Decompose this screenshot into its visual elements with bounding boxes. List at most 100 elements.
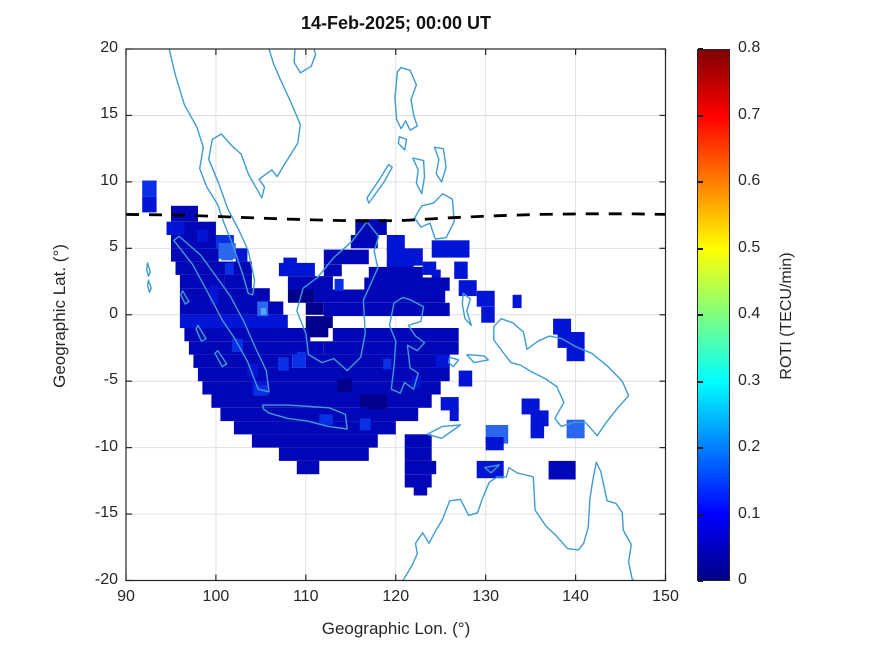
roti-cell [221, 245, 233, 261]
colorbar-tick-label: 0.7 [738, 105, 761, 123]
x-axis-label: Geographic Lon. (°) [321, 619, 471, 638]
roti-cell [305, 302, 324, 315]
coastline-borneo [296, 221, 380, 372]
y-tick-label: -15 [94, 504, 118, 522]
roti-cell [431, 240, 470, 258]
coastline-palawan [366, 163, 393, 204]
x-tick-label: 140 [562, 588, 589, 605]
roti-cell [319, 414, 333, 425]
colorbar-tick-label: 0.6 [738, 172, 761, 189]
coastline-sulawesi [388, 296, 426, 394]
coastline-siberut [195, 324, 207, 342]
roti-cell [553, 318, 572, 335]
x-tick-label: 100 [202, 588, 230, 605]
colorbar-tick-label: 0.4 [738, 305, 761, 322]
roti-cell [233, 421, 396, 435]
roti-cell [476, 290, 495, 307]
roti-cell [224, 274, 252, 289]
roti-cell [530, 422, 545, 439]
plot-title: 14-Feb-2025; 00:00 UT [300, 13, 492, 33]
colorbar-tick [698, 314, 703, 316]
coastline-mentawai-south [214, 349, 228, 368]
roti-cell [458, 370, 473, 387]
coastline-buru [448, 356, 460, 368]
coastline-indochina-malay-peninsula [168, 48, 302, 296]
roti-cell [404, 460, 437, 475]
roti-cell [179, 314, 288, 329]
roti-cell [211, 394, 432, 408]
coastline-mindanao [413, 193, 455, 240]
coastline-melville-island [484, 464, 500, 474]
roti-cell [142, 196, 157, 213]
roti-cell [404, 474, 432, 488]
roti-cell [314, 289, 446, 303]
colorbar-tick-label: 0.1 [738, 504, 761, 522]
coastline-java [262, 404, 348, 430]
roti-cell [247, 363, 259, 378]
colorbar-tick [698, 380, 703, 383]
y-tick-label: -5 [103, 371, 118, 389]
y-tick-label: -10 [94, 437, 118, 455]
dip-equator-line [125, 212, 666, 223]
y-tick-label: 5 [109, 238, 118, 256]
roti-cell [171, 205, 198, 222]
roti-cell [188, 341, 324, 355]
roti-cell [368, 266, 423, 281]
roti-cell [235, 248, 248, 262]
roti-cell [431, 269, 441, 283]
coastline-mindoro [397, 136, 408, 151]
roti-cell [197, 367, 450, 382]
roti-cell [296, 352, 306, 363]
coastline-nias [180, 290, 190, 305]
y-tick-label: 10 [100, 171, 118, 189]
coastline-panay-negros [412, 157, 426, 195]
colorbar-tick [698, 181, 703, 183]
roti-cell [557, 332, 585, 348]
roti-cell [323, 302, 450, 317]
roti-cell [481, 306, 495, 323]
roti-cell [485, 437, 504, 451]
roti-cell [142, 180, 157, 197]
colorbar-tick [698, 247, 703, 250]
roti-cell [368, 395, 387, 410]
roti-cell [454, 261, 468, 279]
coastline-islet-west-b [146, 279, 152, 293]
roti-cell [224, 262, 234, 275]
roti-cell [359, 418, 371, 431]
roti-cell [548, 460, 576, 480]
coastline-seram [466, 353, 490, 364]
colorbar-tick-label: 0.8 [738, 39, 761, 56]
coastline-luzon [394, 66, 418, 131]
roti-cell [449, 407, 459, 422]
roti-cell [364, 277, 450, 291]
colorbar-tick [698, 447, 703, 449]
roti-cell [323, 341, 459, 355]
coastline-australia [402, 461, 635, 582]
roti-cell [166, 221, 185, 235]
roti-cell [184, 221, 216, 235]
roti-cell [404, 434, 432, 448]
roti-cell [386, 235, 405, 251]
roti-cell [337, 378, 352, 392]
roti-cell [193, 354, 293, 368]
roti-cell [323, 249, 369, 265]
colorbar-tick [698, 513, 703, 516]
colorbar-tick [698, 580, 703, 582]
y-tick-label: 20 [100, 39, 118, 56]
roti-cell [278, 262, 315, 277]
roti-cell [197, 229, 208, 242]
x-tick-label: 130 [472, 588, 499, 605]
y-tick-label: 15 [100, 105, 118, 123]
colorbar-tick-label: 0 [738, 571, 747, 588]
roti-cell [278, 447, 369, 461]
roti-cell [512, 294, 522, 309]
roti-cell [251, 434, 378, 448]
roti-cell [476, 460, 504, 479]
y-tick-label: 0 [109, 304, 118, 322]
roti-cell [566, 345, 585, 362]
roti-cell [413, 487, 428, 496]
roti-cell [334, 278, 344, 291]
roti-cell [296, 460, 320, 475]
coastline-hainan [293, 48, 317, 74]
x-tick-label: 90 [117, 588, 135, 605]
